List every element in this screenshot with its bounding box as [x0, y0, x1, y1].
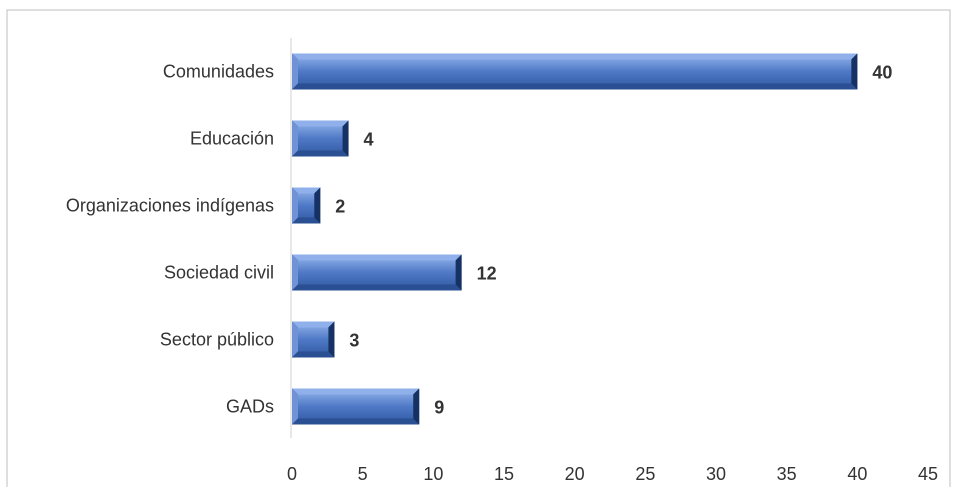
data-label: 12 — [477, 264, 497, 284]
category-label: Educación — [190, 129, 274, 149]
x-tick-label: 25 — [635, 464, 655, 484]
bar — [292, 120, 349, 157]
chart-frame — [6, 9, 951, 487]
data-label: 3 — [349, 331, 359, 351]
x-tick-label: 30 — [706, 464, 726, 484]
bar — [292, 254, 462, 291]
x-tick-label: 10 — [423, 464, 443, 484]
x-tick-label: 35 — [777, 464, 797, 484]
category-label: Comunidades — [163, 62, 274, 82]
bar — [292, 187, 321, 224]
bars-layer — [292, 53, 858, 425]
category-label: Sociedad civil — [164, 263, 274, 283]
x-tick-label: 0 — [287, 464, 297, 484]
x-tick-label: 40 — [847, 464, 867, 484]
category-label: GADs — [226, 397, 274, 417]
data-labels: 40 4 2 12 3 9 — [335, 63, 892, 418]
category-label: Sector público — [160, 330, 274, 350]
bar — [292, 53, 858, 90]
category-labels: Comunidades Educación Organizaciones indíg… — [66, 62, 274, 417]
data-label: 2 — [335, 197, 345, 217]
x-tick-label: 5 — [358, 464, 368, 484]
x-tick-label: 20 — [565, 464, 585, 484]
x-axis-ticks: 0 5 10 15 20 25 30 35 40 45 — [287, 464, 938, 484]
data-label: 40 — [872, 63, 892, 83]
bar — [292, 321, 335, 358]
data-label: 4 — [364, 130, 374, 150]
data-label: 9 — [434, 398, 444, 418]
x-tick-label: 45 — [918, 464, 938, 484]
bar — [292, 388, 420, 425]
x-tick-label: 15 — [494, 464, 514, 484]
category-label: Organizaciones indígenas — [66, 196, 274, 216]
